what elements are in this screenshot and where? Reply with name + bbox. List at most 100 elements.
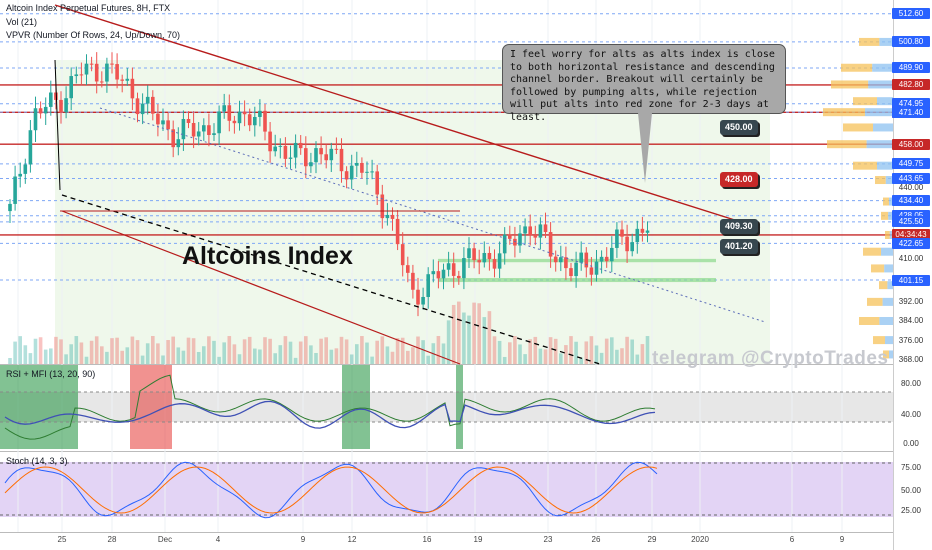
candle-body-74 — [385, 214, 390, 219]
candle-body-52 — [273, 146, 277, 152]
rsi-tick-0: 0.00 — [903, 439, 919, 448]
volume-bar-29 — [156, 343, 160, 364]
price-axis-label-20: 376.00 — [898, 335, 924, 345]
vpvr-down-9 — [889, 197, 893, 206]
vpvr-down-8 — [885, 176, 893, 185]
vpvr-down-14 — [887, 281, 893, 290]
candle-body-48 — [253, 116, 257, 126]
volume-bar-75 — [390, 351, 395, 364]
stoch-label[interactable]: Stoch (14, 3, 3) — [6, 456, 68, 466]
volume-bar-35 — [186, 337, 191, 364]
candle-body-67 — [349, 165, 354, 180]
x-axis-label-5: 12 — [347, 535, 357, 544]
volume-bar-19 — [105, 351, 109, 364]
volume-bar-10 — [59, 339, 63, 364]
volume-bar-53 — [278, 345, 283, 364]
candle-body-43 — [227, 105, 232, 121]
x-axis-label-1: 28 — [107, 535, 117, 544]
vpvr-label[interactable]: VPVR (Number Of Rows, 24, Up/Down, 70) — [6, 30, 181, 40]
volume-bar-4 — [28, 353, 33, 364]
volume-bar-114 — [589, 336, 594, 364]
candle-body-83 — [431, 271, 436, 275]
level-tag-0[interactable]: 450.00 — [720, 120, 758, 135]
candle-body-121 — [625, 236, 629, 252]
volume-bar-103 — [533, 336, 538, 364]
level-tag-3[interactable]: 401.20 — [720, 239, 758, 254]
candle-body-46 — [242, 111, 247, 115]
vpvr-up-15 — [867, 297, 883, 306]
candle-body-10 — [59, 99, 63, 113]
candle-body-84 — [436, 271, 441, 279]
candle-body-62 — [324, 154, 328, 161]
candle-body-19 — [105, 63, 109, 82]
level-tag-2[interactable]: 409.30 — [720, 219, 758, 234]
volume-bar-58 — [304, 336, 308, 364]
volume-bar-110 — [569, 336, 573, 364]
stoch-d-line — [4, 466, 658, 514]
volume-bar-33 — [176, 347, 181, 364]
candle-body-42 — [222, 105, 226, 112]
candle-body-60 — [314, 148, 318, 163]
volume-bar-41 — [217, 356, 221, 364]
candle-body-61 — [319, 148, 323, 155]
volume-bar-65 — [339, 336, 344, 364]
symbol-title[interactable]: Altcoin Index Perpetual Futures, 8H, FTX — [6, 3, 171, 13]
volume-bar-48 — [253, 348, 257, 364]
price-axis-label-19: 384.00 — [898, 316, 924, 326]
price-axis-label-11: 434.40 — [892, 195, 930, 207]
volume-bar-66 — [344, 339, 349, 364]
candle-body-38 — [202, 125, 206, 132]
volume-bar-52 — [273, 353, 277, 364]
x-axis-label-9: 26 — [591, 535, 601, 544]
candle-body-96 — [497, 253, 502, 269]
channel-top-line — [54, 4, 761, 229]
volume-bar-13 — [74, 336, 79, 364]
candle-body-15 — [84, 63, 89, 75]
price-axis-label-17: 401.15 — [892, 274, 930, 286]
candle-body-65 — [339, 148, 344, 172]
vpvr-down-17 — [885, 336, 893, 345]
candle-body-5 — [33, 108, 38, 131]
candle-body-108 — [559, 257, 563, 263]
price-axis-label-12: 428.05 — [892, 210, 930, 222]
candle-body-116 — [599, 256, 604, 262]
volume-label[interactable]: Vol (21) — [6, 17, 38, 27]
volume-bar-121 — [625, 336, 629, 364]
candle-body-92 — [477, 260, 481, 263]
price-axis-label-13: 425.50 — [892, 216, 930, 228]
volume-bar-31 — [166, 340, 170, 364]
candle-body-37 — [196, 131, 201, 137]
level-tag-1[interactable]: 428.00 — [720, 172, 758, 187]
volume-bar-78 — [406, 350, 410, 364]
volume-bar-63 — [329, 349, 334, 364]
candle-body-79 — [411, 272, 415, 290]
candle-body-56 — [293, 142, 298, 158]
candle-body-29 — [156, 113, 160, 125]
candle-body-110 — [569, 268, 573, 277]
candle-body-32 — [171, 129, 175, 148]
rsi-label[interactable]: RSI + MFI (13, 20, 90) — [6, 369, 96, 379]
candle-body-54 — [283, 145, 288, 159]
volume-bar-20 — [110, 338, 114, 364]
volume-bar-98 — [508, 342, 512, 364]
x-axis-label-3: 4 — [215, 535, 221, 544]
volume-bar-61 — [319, 338, 323, 364]
price-axis-label-8: 449.75 — [892, 158, 930, 170]
volume-bar-56 — [293, 357, 298, 364]
volume-bar-125 — [645, 336, 650, 364]
candle-body-106 — [548, 232, 553, 257]
candle-body-68 — [355, 162, 359, 166]
candle-body-66 — [344, 171, 349, 180]
x-axis-label-13: 9 — [839, 535, 845, 544]
candle-body-80 — [416, 289, 420, 305]
candle-body-6 — [38, 108, 43, 114]
volume-bar-5 — [33, 338, 38, 364]
candle-body-70 — [365, 171, 369, 173]
volume-bar-36 — [191, 338, 196, 364]
volume-bar-112 — [579, 357, 583, 364]
volume-bar-64 — [334, 348, 339, 364]
outer-support-line — [61, 210, 461, 365]
vpvr-down-5 — [873, 123, 893, 132]
volume-bar-14 — [79, 342, 84, 364]
